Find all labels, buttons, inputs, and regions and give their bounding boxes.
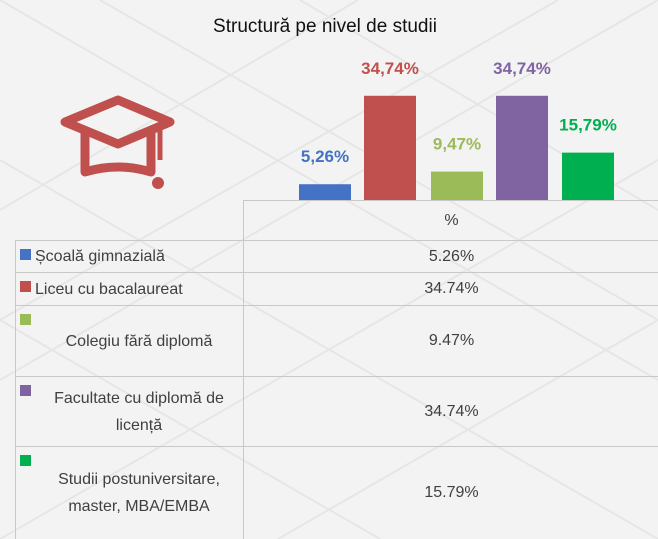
chart-title: Structură pe nivel de studii: [213, 16, 437, 37]
bar: [299, 184, 351, 200]
icon-drop: [152, 177, 164, 189]
table-value: 34.74%: [243, 272, 658, 306]
data-label: 34,74%: [493, 59, 551, 78]
legend-key: [20, 455, 31, 466]
legend-label: Școală gimnazială: [35, 248, 165, 265]
legend-label: Studii postuniversitare, master, MBA/EMB…: [58, 471, 220, 515]
table-category: Studii postuniversitare, master, MBA/EMB…: [15, 446, 244, 539]
table-category: Liceu cu bacalaureat: [15, 272, 244, 306]
legend-key: [20, 385, 31, 396]
data-label: 15,79%: [559, 116, 617, 135]
table-value: 9.47%: [243, 305, 658, 377]
table-category: Școală gimnazială: [15, 240, 244, 273]
table-value: 5.26%: [243, 240, 658, 273]
table-category: Colegiu fără diplomă: [15, 305, 244, 377]
table-value: 15.79%: [243, 446, 658, 539]
table-category: Facultate cu diplomă de licență: [15, 376, 244, 447]
data-label: 5,26%: [301, 147, 349, 166]
data-label: 9,47%: [433, 135, 481, 154]
legend-label: Liceu cu bacalaureat: [35, 280, 183, 298]
bar: [496, 95, 548, 200]
data-label: 34,74%: [361, 59, 419, 78]
bar: [431, 171, 483, 200]
legend-key: [20, 249, 31, 260]
legend-label: Colegiu fără diplomă: [65, 332, 213, 350]
legend-key: [20, 314, 31, 325]
cap-icon: [60, 95, 175, 177]
legend-key: [20, 281, 31, 292]
table-value: 34.74%: [243, 376, 658, 447]
table-header: %: [243, 200, 658, 241]
bar: [364, 95, 416, 200]
bar: [562, 152, 614, 200]
legend-label: Facultate cu diplomă de licență: [54, 389, 224, 434]
